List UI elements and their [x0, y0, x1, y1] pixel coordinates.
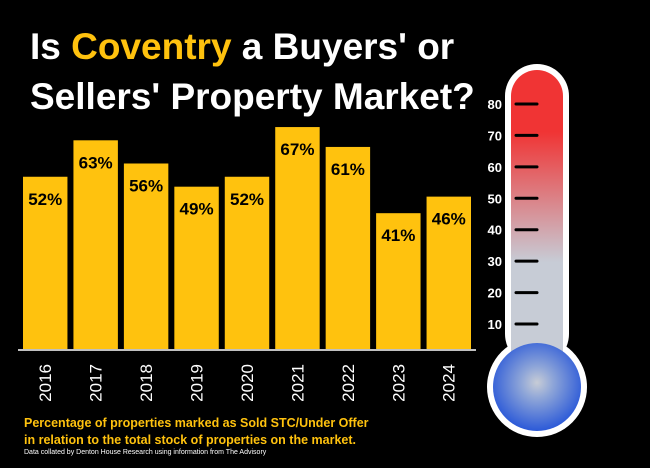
zone-label: Sellers' Market [584, 200, 625, 224]
x-tick-label: 2017 [87, 364, 106, 402]
bar-value-label: 46% [432, 210, 466, 229]
thermometer-tick-label: 70 [488, 128, 502, 143]
title-line2: Sellers' Property Market? [30, 76, 475, 117]
zone-label: Balanced Market [578, 231, 629, 255]
x-tick-label: 2024 [440, 364, 459, 402]
bar-chart: 52% 2016 63% 2017 56% 2018 49% 2019 52% 2020 67% 20… [18, 127, 476, 402]
bar-2021 [275, 127, 320, 349]
thermometer-tick-label: 40 [488, 223, 502, 238]
zone-label: Extreme Sellers' Market [581, 115, 626, 151]
thermometer-bulb [493, 343, 581, 431]
bar-value-label: 41% [381, 226, 415, 245]
zone-label: Hot Sellers' Market [584, 169, 625, 205]
bar-2018 [123, 163, 169, 349]
thermometer-tick-label: 50 [488, 191, 502, 206]
x-tick-label: 2016 [36, 364, 55, 402]
bar-value-label: 61% [331, 160, 365, 179]
bar-2017 [73, 140, 118, 349]
source-note: Data collated by Denton House Research u… [24, 449, 267, 456]
bar-2019 [174, 186, 219, 349]
bar-2024 [426, 196, 471, 349]
thermometer-tick-label: 20 [488, 286, 502, 301]
zone-label: Buyers' Market [583, 269, 625, 293]
bar-value-label: 67% [280, 140, 314, 159]
bar-value-label: 56% [129, 177, 163, 196]
thermometer-tick-label: 10 [488, 317, 502, 332]
caption-line1: Percentage of properties marked as Sold … [24, 416, 369, 430]
x-tick-label: 2020 [238, 364, 257, 402]
title-highlight: Coventry [71, 26, 232, 67]
bar-2016 [23, 176, 68, 349]
thermometer-tube [511, 70, 563, 380]
bar-2022 [325, 146, 371, 349]
thermometer-tick-label: 80 [488, 97, 502, 112]
x-tick-label: 2022 [339, 364, 358, 402]
x-tick-label: 2018 [137, 364, 156, 402]
bar-value-label: 49% [180, 200, 214, 219]
thermometer-tick-label: 60 [488, 160, 502, 175]
caption-line2: in relation to the total stock of proper… [24, 433, 356, 447]
x-tick-label: 2019 [188, 364, 207, 402]
bar-value-label: 63% [79, 153, 113, 172]
bar-2023 [376, 213, 421, 349]
x-tick-label: 2021 [288, 364, 307, 402]
chart-caption: Percentage of properties marked as Sold … [24, 415, 369, 449]
title-part2: a Buyers' or [231, 26, 455, 67]
x-tick-label: 2023 [389, 364, 408, 402]
thermometer-tick-label: 30 [488, 254, 502, 269]
zone-label: Extreme Buyers' Market [581, 307, 626, 343]
thermometer-body [487, 64, 587, 437]
bar-value-label: 52% [230, 190, 264, 209]
chart-title: Is Coventry a Buyers' or Sellers' Proper… [30, 22, 475, 122]
bar-value-label: 52% [28, 190, 62, 209]
bar-2020 [224, 176, 270, 349]
title-part1: Is [30, 26, 72, 67]
